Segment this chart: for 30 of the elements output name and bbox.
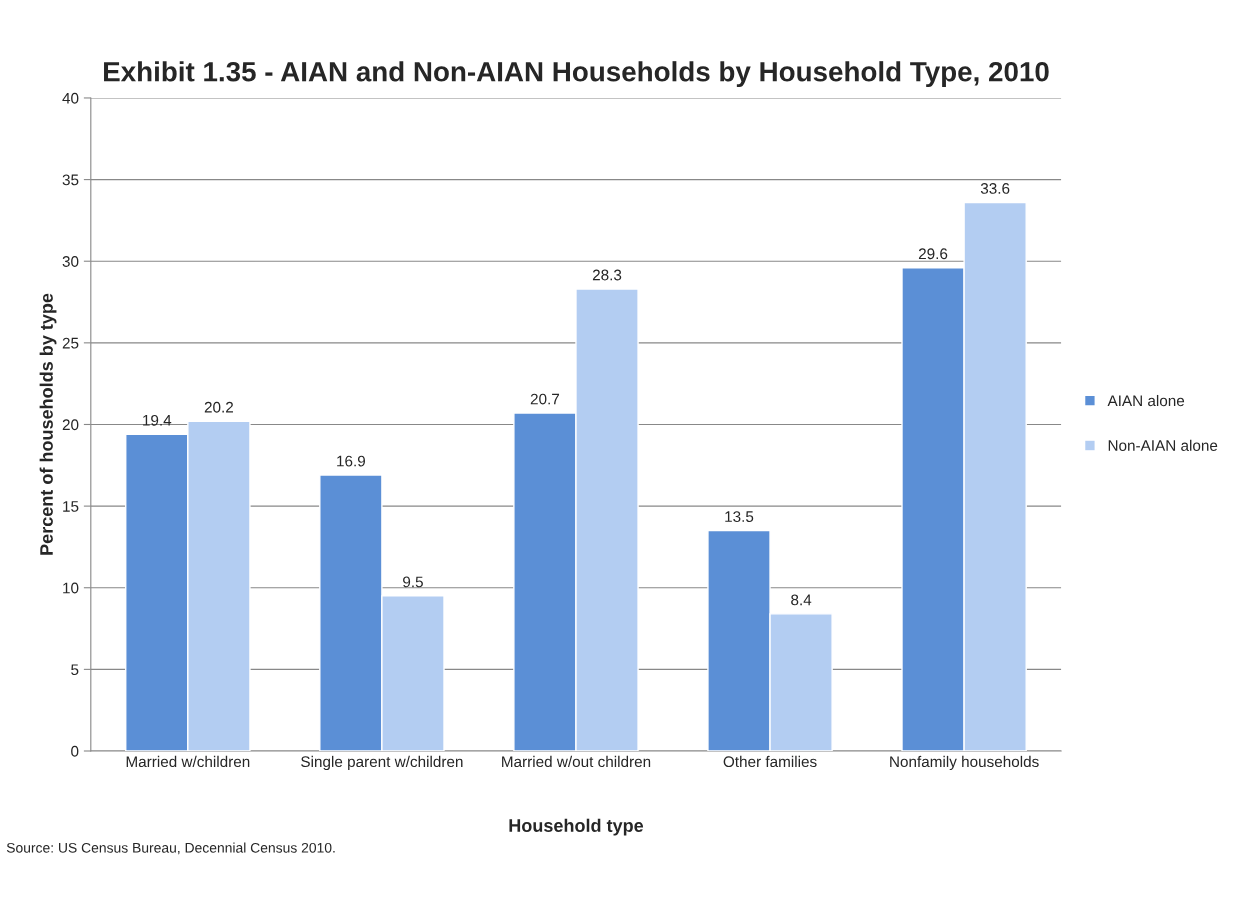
data-label: 8.4 [791, 594, 812, 606]
x-axis-title: Household type [509, 818, 644, 836]
y-axis-title: Percent of households by type [39, 293, 57, 555]
y-tick-label: 15 [63, 501, 79, 512]
data-label: 28.3 [592, 269, 622, 281]
data-label: 19.4 [143, 414, 172, 426]
data-label: 20.7 [530, 393, 560, 405]
y-tick-label: 10 [63, 582, 79, 594]
data-label: 29.6 [918, 248, 948, 260]
data-label: 9.5 [403, 576, 423, 588]
y-tick-label: 35 [62, 174, 79, 186]
y-tick-label: 40 [62, 92, 79, 104]
data-label: 16.9 [337, 455, 365, 467]
y-tick-label: 5 [71, 664, 79, 676]
y-tick-label: 20 [62, 419, 79, 431]
y-tick-label: 25 [62, 337, 79, 349]
x-tick-label: Married w/out children [502, 755, 651, 768]
legend-label: AIAN alone [1107, 394, 1185, 407]
x-tick-label: Other families [723, 755, 817, 768]
chart-title: Exhibit 1.35 - AIAN and Non-AIAN Households by Household Type, 2010 [104, 61, 1049, 88]
data-label: 13.5 [725, 511, 754, 523]
x-tick-label: Nonfamily households [890, 755, 1039, 771]
data-label: 20.2 [204, 401, 233, 413]
source-note: Source: US Census Bureau, Decennial Census 2010. [6, 842, 335, 855]
data-label: 33.6 [980, 183, 1010, 194]
y-tick-label: 30 [62, 256, 79, 267]
legend-label: Non-AIAN alone [1108, 439, 1218, 451]
x-tick-label: Married w/children [126, 755, 250, 768]
x-tick-label: Single parent w/children [301, 755, 463, 771]
y-tick-label: 0 [71, 745, 79, 757]
